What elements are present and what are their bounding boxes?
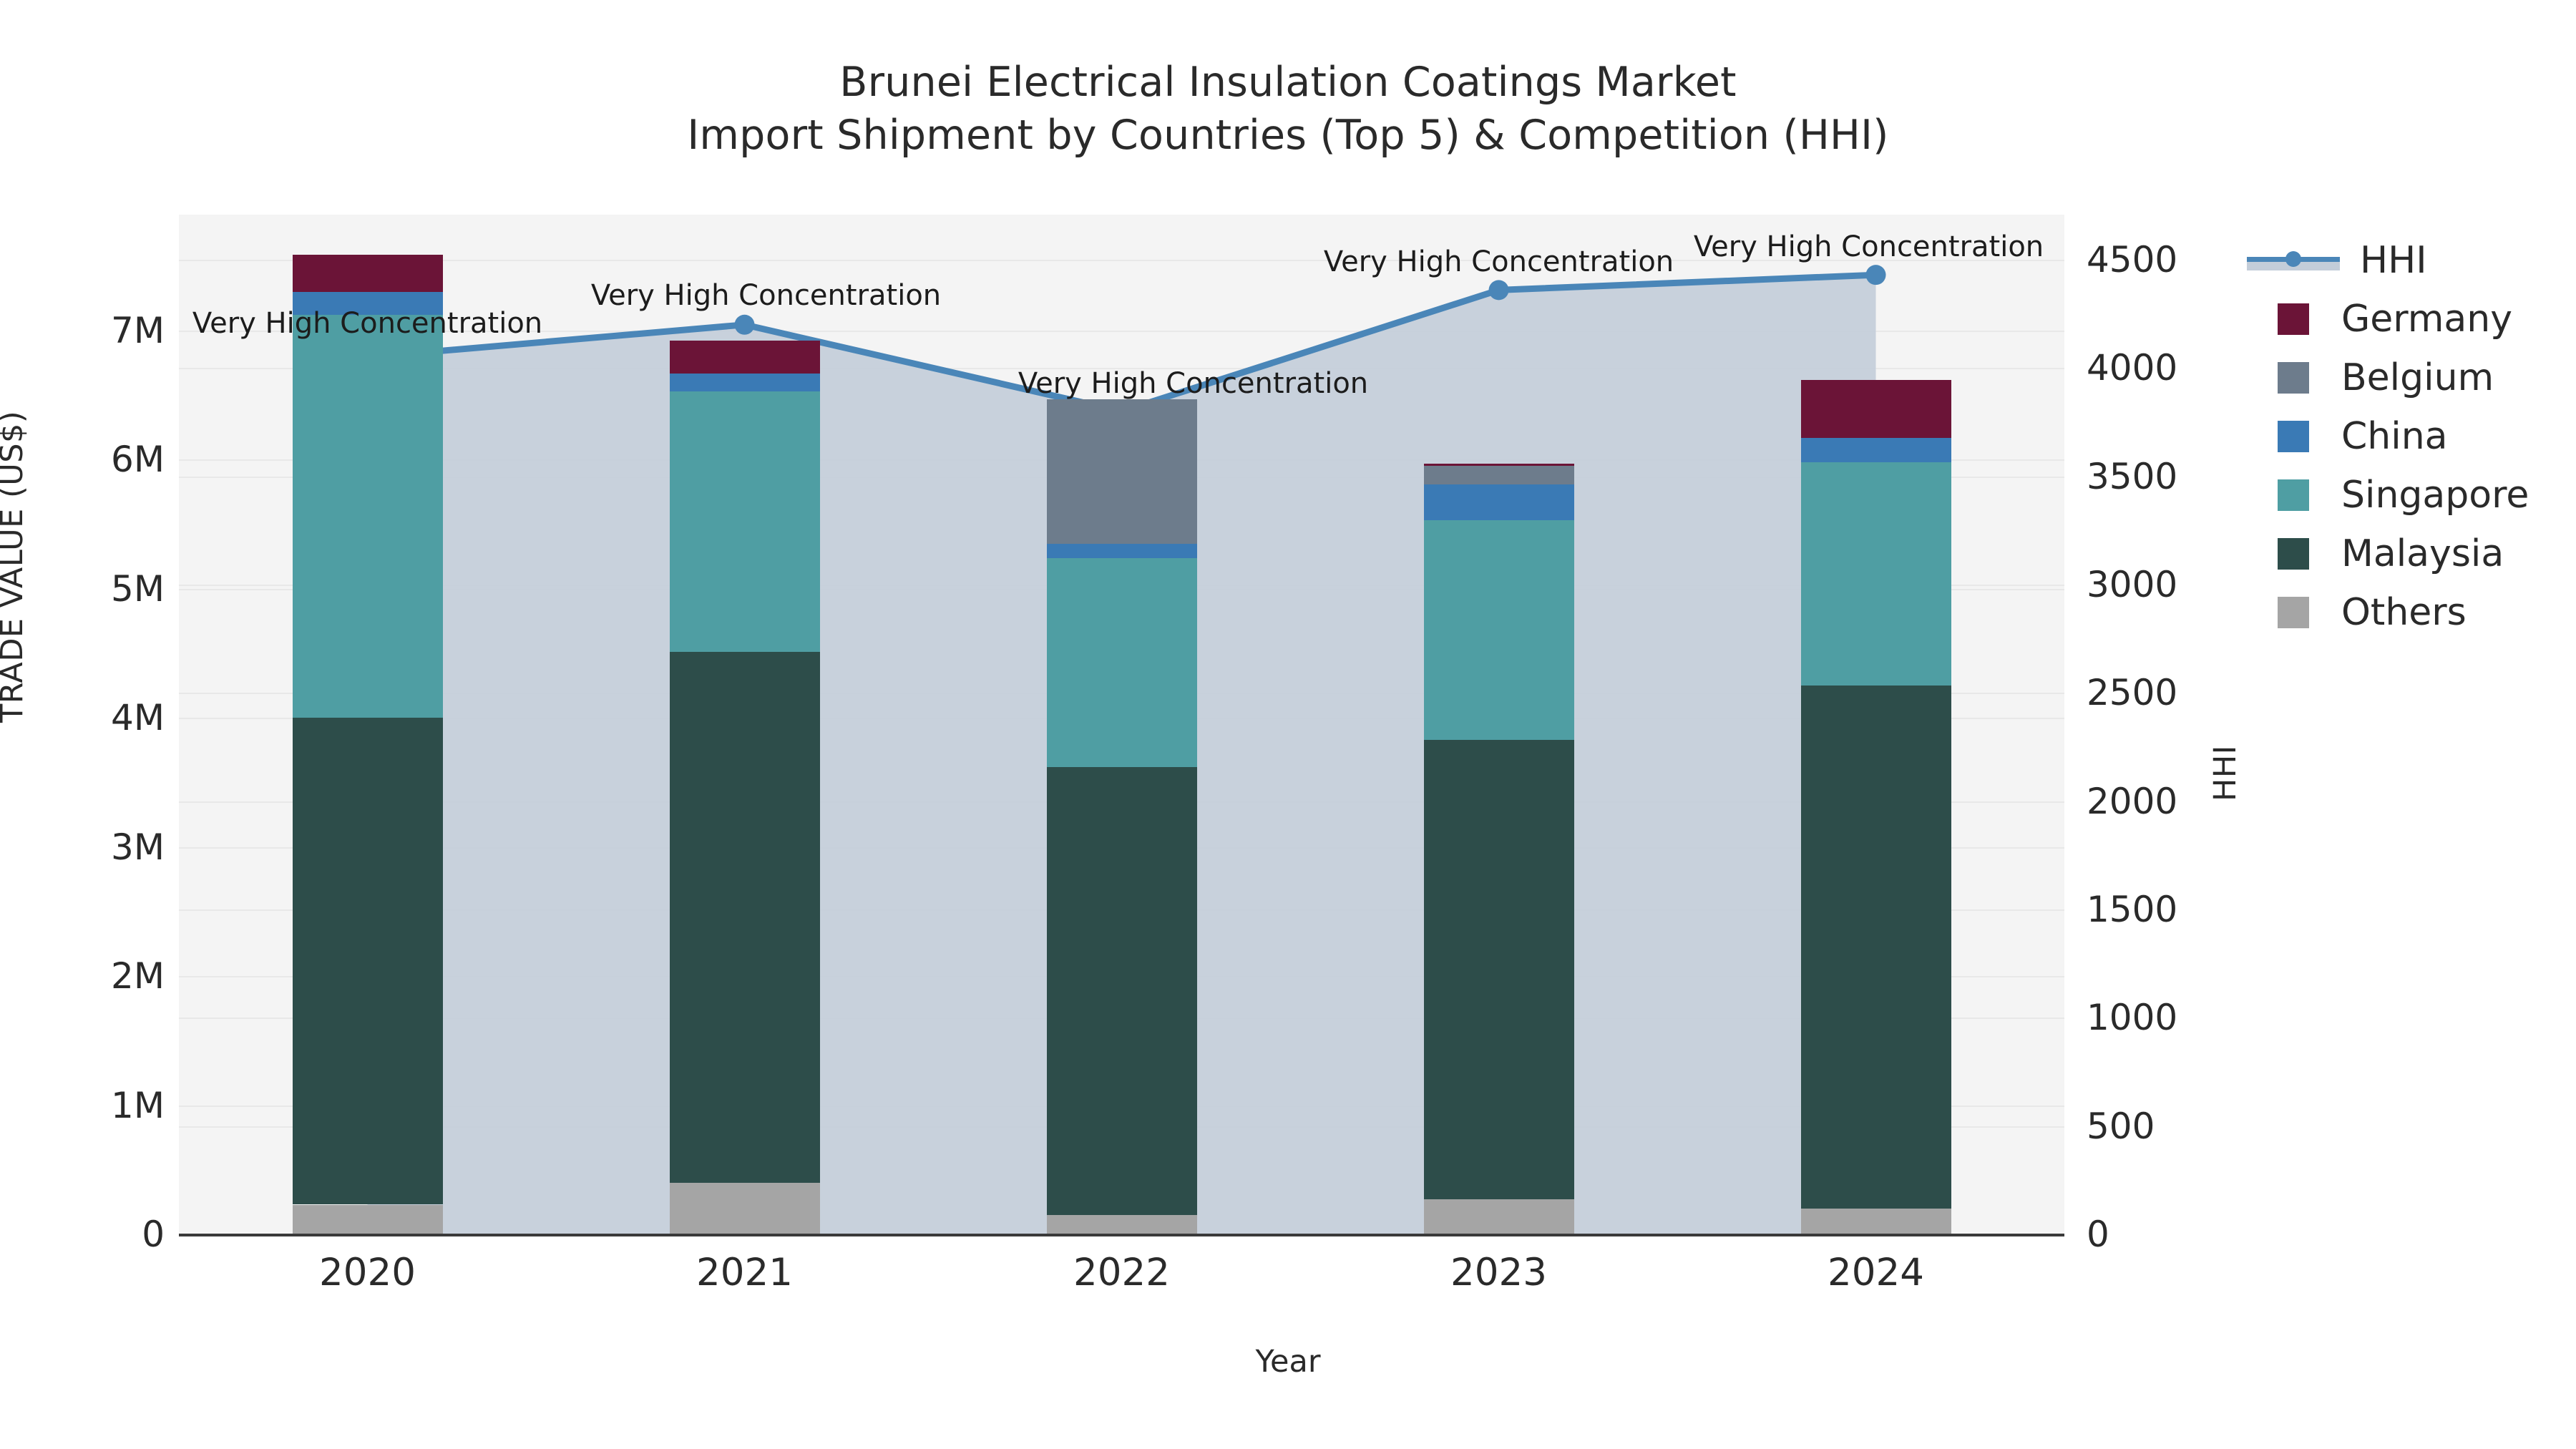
legend-color-swatch <box>2278 479 2309 511</box>
x-axis-tick-label: 2021 <box>696 1251 793 1294</box>
bar-segment-germany[interactable] <box>669 341 820 374</box>
y-axis-left-tick-label: 7M <box>111 310 165 351</box>
y-axis-left-tick-label: 1M <box>111 1084 165 1126</box>
annotation-very-high-concentration: Very High Concentration <box>192 307 543 341</box>
y-axis-left-tick-label: 6M <box>111 439 165 481</box>
legend-item-germany[interactable]: Germany <box>2247 295 2529 343</box>
y-axis-right-tick-label: 3500 <box>2087 455 2178 497</box>
bar-segment-others[interactable] <box>669 1182 820 1234</box>
bar-segment-singapore[interactable] <box>1046 557 1197 767</box>
bar-segment-germany[interactable] <box>292 254 443 292</box>
bar-segment-belgium[interactable] <box>1046 399 1197 544</box>
legend-color-swatch <box>2278 421 2309 452</box>
bar-segment-malaysia[interactable] <box>1046 766 1197 1215</box>
bar-segment-singapore[interactable] <box>1800 462 1951 686</box>
bar-segment-malaysia[interactable] <box>1800 686 1951 1209</box>
bar-segment-malaysia[interactable] <box>669 652 820 1183</box>
x-axis-tick-label: 2022 <box>1073 1251 1170 1294</box>
legend-item-others[interactable]: Others <box>2247 588 2529 637</box>
legend-item-china[interactable]: China <box>2247 412 2529 461</box>
legend-item-label: Germany <box>2341 298 2513 341</box>
chart-title-line-2: Import Shipment by Countries (Top 5) & C… <box>687 112 1889 160</box>
bar-segment-others[interactable] <box>292 1204 443 1234</box>
bar-segment-germany[interactable] <box>1423 463 1574 467</box>
annotation-very-high-concentration: Very High Concentration <box>1693 230 2044 264</box>
annotation-very-high-concentration: Very High Concentration <box>1018 366 1369 400</box>
legend-item-label: Belgium <box>2341 356 2494 399</box>
y-axis-right-label: HHI <box>2207 745 2243 801</box>
y-axis-right-tick-label: 1000 <box>2087 997 2178 1039</box>
annotation-very-high-concentration: Very High Concentration <box>1323 245 1674 279</box>
legend-item-hhi[interactable]: HHI <box>2247 236 2529 285</box>
bar-segment-singapore[interactable] <box>669 391 820 653</box>
bar-segment-malaysia[interactable] <box>1423 739 1574 1200</box>
bar-segment-china[interactable] <box>669 373 820 391</box>
legend-color-swatch <box>2278 538 2309 570</box>
x-axis-line <box>179 1234 2064 1236</box>
chart-title: Brunei Electrical Insulation Coatings Ma… <box>0 56 2576 162</box>
y-axis-right-tick-label: 4000 <box>2087 347 2178 389</box>
bar-segment-others[interactable] <box>1800 1208 1951 1234</box>
y-axis-left-tick-label: 0 <box>142 1214 165 1255</box>
gridline <box>179 260 2064 261</box>
y-axis-right-tick-label: 2500 <box>2087 672 2178 714</box>
y-axis-left-tick-label: 5M <box>111 567 165 610</box>
legend-item-label: HHI <box>2360 239 2427 282</box>
y-axis-left-tick-label: 2M <box>111 955 165 997</box>
legend-item-label: Others <box>2341 591 2467 634</box>
bar-segment-china[interactable] <box>292 291 443 316</box>
legend-item-belgium[interactable]: Belgium <box>2247 353 2529 402</box>
bar-segment-belgium[interactable] <box>1423 466 1574 484</box>
x-axis-tick-label: 2020 <box>319 1251 416 1294</box>
chart-title-line-1: Brunei Electrical Insulation Coatings Ma… <box>839 59 1737 106</box>
annotation-very-high-concentration: Very High Concentration <box>590 278 942 312</box>
y-axis-right-tick-label: 500 <box>2087 1105 2155 1147</box>
x-axis-label: Year <box>1255 1344 1321 1380</box>
bar-segment-china[interactable] <box>1423 484 1574 521</box>
bar-segment-china[interactable] <box>1046 543 1197 558</box>
legend-item-label: China <box>2341 415 2448 458</box>
legend-item-malaysia[interactable]: Malaysia <box>2247 530 2529 578</box>
y-axis-left-label: TRADE VALUE (US$) <box>0 410 30 723</box>
bar-segment-germany[interactable] <box>1800 379 1951 438</box>
y-axis-right-tick-label: 3000 <box>2087 564 2178 605</box>
legend-color-swatch <box>2278 303 2309 335</box>
legend-line-key-icon <box>2247 245 2340 276</box>
x-axis-tick-label: 2023 <box>1450 1251 1547 1294</box>
legend-item-label: Singapore <box>2341 474 2529 517</box>
bar-segment-malaysia[interactable] <box>292 718 443 1205</box>
y-axis-left-tick-label: 3M <box>111 826 165 868</box>
y-axis-right-tick-label: 0 <box>2087 1214 2109 1255</box>
legend-item-label: Malaysia <box>2341 532 2504 575</box>
legend-color-swatch <box>2278 597 2309 628</box>
y-axis-right-tick-label: 4500 <box>2087 239 2178 280</box>
bar-segment-singapore[interactable] <box>292 315 443 718</box>
bar-segment-china[interactable] <box>1800 437 1951 463</box>
y-axis-left-tick-label: 4M <box>111 697 165 739</box>
legend-color-swatch <box>2278 362 2309 394</box>
bar-segment-others[interactable] <box>1423 1199 1574 1234</box>
legend-item-singapore[interactable]: Singapore <box>2247 471 2529 519</box>
legend-marker-dot-icon <box>2285 251 2301 267</box>
bar-segment-singapore[interactable] <box>1423 520 1574 740</box>
legend: HHI Germany Belgium China Singapore Malaysia O… <box>2247 236 2529 647</box>
bar-segment-others[interactable] <box>1046 1214 1197 1234</box>
y-axis-right-tick-label: 2000 <box>2087 780 2178 822</box>
x-axis-tick-label: 2024 <box>1828 1251 1924 1294</box>
y-axis-right-tick-label: 1500 <box>2087 889 2178 930</box>
